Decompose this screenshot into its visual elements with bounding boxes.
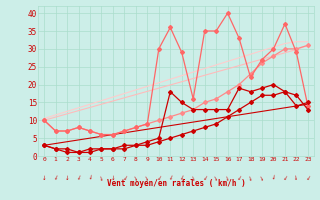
Text: ↓: ↓: [122, 176, 127, 181]
Text: ↓: ↓: [191, 176, 196, 181]
Text: ↓: ↓: [87, 176, 93, 182]
Text: ↓: ↓: [167, 176, 173, 182]
Text: ↓: ↓: [305, 176, 311, 182]
Text: ↓: ↓: [41, 176, 47, 182]
Text: ↓: ↓: [271, 176, 276, 181]
Text: ↓: ↓: [179, 176, 185, 182]
Text: ↓: ↓: [52, 176, 59, 182]
Text: ↓: ↓: [282, 176, 288, 181]
Text: ↓: ↓: [75, 176, 82, 182]
Text: ↓: ↓: [156, 176, 162, 181]
Text: ↓: ↓: [202, 176, 208, 182]
Text: ↓: ↓: [225, 176, 230, 181]
Text: ↓: ↓: [64, 176, 70, 182]
Text: ↓: ↓: [294, 176, 299, 181]
Text: ↓: ↓: [144, 176, 151, 182]
X-axis label: Vent moyen/en rafales ( km/h ): Vent moyen/en rafales ( km/h ): [107, 179, 245, 188]
Text: ↓: ↓: [236, 176, 242, 182]
Text: ↓: ↓: [259, 176, 265, 182]
Text: ↓: ↓: [247, 176, 254, 182]
Text: ↓: ↓: [98, 176, 105, 182]
Text: ↓: ↓: [132, 176, 139, 182]
Text: ↓: ↓: [213, 176, 219, 181]
Text: ↓: ↓: [110, 176, 116, 182]
